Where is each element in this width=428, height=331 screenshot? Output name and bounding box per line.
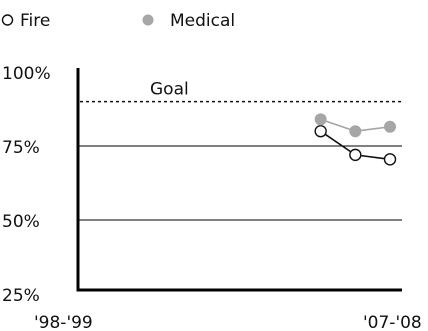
y-tick-label: 75% bbox=[2, 138, 40, 158]
point-fire-0 bbox=[314, 124, 327, 138]
series-group bbox=[314, 113, 397, 166]
point-fire-1 bbox=[349, 148, 362, 162]
legend-medical-marker bbox=[142, 14, 154, 26]
legend-medical-label: Medical bbox=[170, 11, 235, 31]
x-label-end: '07-'08 bbox=[363, 313, 422, 331]
x-label-start: '98-'99 bbox=[34, 313, 93, 331]
y-tick-label: 50% bbox=[2, 212, 40, 232]
y-tick-label: 100% bbox=[2, 64, 51, 84]
legend-fire-marker bbox=[1, 14, 14, 26]
y-tick-label: 25% bbox=[2, 286, 40, 306]
legend-fire-label: Fire bbox=[20, 11, 50, 31]
gridlines bbox=[78, 145, 402, 221]
point-medical-2 bbox=[384, 120, 396, 133]
y-tick-labels: 100% 75% 50% 25% bbox=[2, 64, 51, 306]
legend: Fire Medical bbox=[1, 11, 235, 31]
point-fire-2 bbox=[383, 153, 397, 166]
point-medical-1 bbox=[349, 125, 362, 138]
goal-label: Goal bbox=[150, 80, 189, 100]
point-medical-0 bbox=[314, 113, 327, 126]
